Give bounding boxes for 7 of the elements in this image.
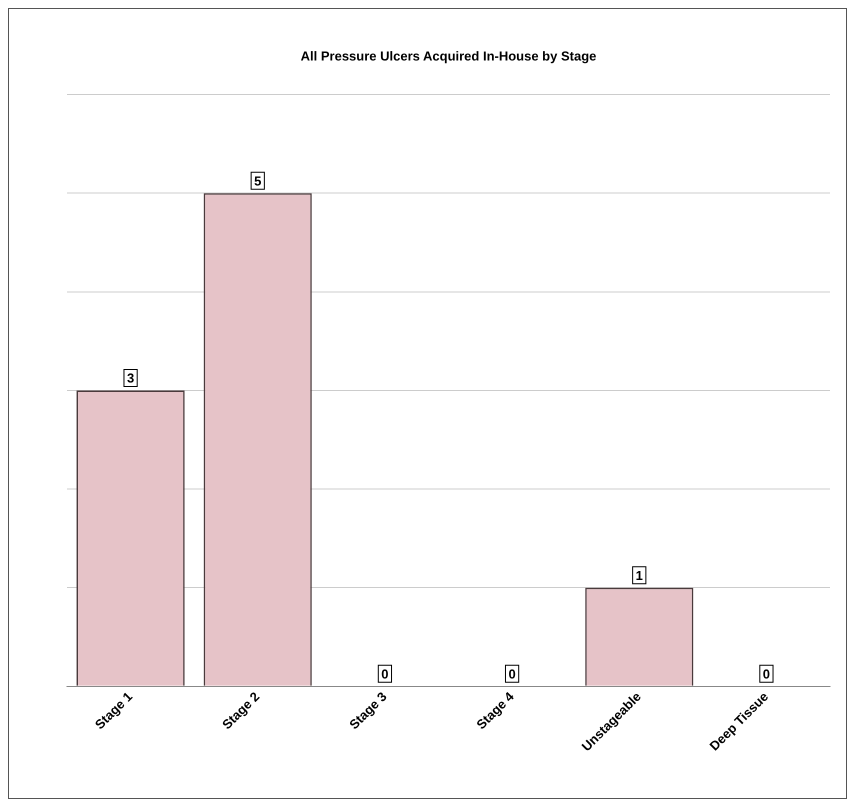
data-label: 3 xyxy=(126,370,134,386)
data-label: 0 xyxy=(381,666,389,682)
data-label: 0 xyxy=(508,666,516,682)
data-label: 0 xyxy=(762,666,770,682)
data-label: 1 xyxy=(636,568,643,583)
data-label: 5 xyxy=(254,173,262,188)
chart-title: All Pressure Ulcers Acquired In-House by Stage xyxy=(300,48,596,64)
